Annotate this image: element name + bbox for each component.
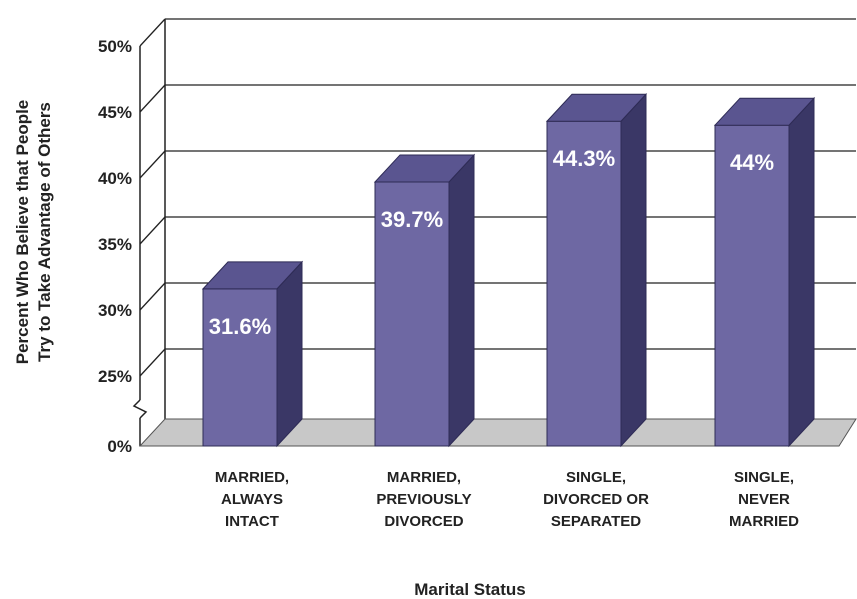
bar-side	[276, 260, 303, 448]
y-axis-label-line-1: Percent Who Believe that People	[13, 100, 32, 365]
category-label: SINGLE, NEVER MARRIED	[729, 469, 799, 530]
data-label: 39.7%	[381, 207, 443, 232]
y-tick-label: 0%	[107, 437, 132, 456]
bar-side	[788, 96, 815, 448]
y-axis-label-line-2: Try to Take Advantage of Others	[35, 102, 54, 362]
y-tick-label: 40%	[98, 169, 132, 188]
gridline-side	[139, 282, 166, 311]
x-axis-label: Marital Status	[414, 580, 525, 599]
y-tick-labels: 0% 25% 30% 35% 40% 45% 50%	[98, 37, 132, 456]
category-label-line: MARRIED	[729, 513, 799, 530]
data-label: 44.3%	[553, 146, 615, 171]
bar-side	[448, 153, 475, 448]
bar-side	[620, 92, 647, 448]
gridline-side	[139, 150, 166, 179]
gridline-side	[139, 84, 166, 113]
bar	[202, 288, 278, 447]
category-label-line: INTACT	[225, 513, 279, 530]
data-label: 31.6%	[209, 314, 271, 339]
category-label-line: SEPARATED	[551, 513, 641, 530]
category-label-line: DIVORCED	[384, 513, 463, 530]
bar	[546, 120, 622, 447]
y-tick-label: 45%	[98, 103, 132, 122]
gridline-side	[139, 348, 166, 377]
category-label-line: SINGLE,	[734, 469, 794, 486]
gridline-side	[139, 18, 166, 47]
category-label-line: MARRIED,	[387, 469, 461, 486]
category-label-line: PREVIOUSLY	[376, 491, 471, 508]
category-label-line: SINGLE,	[566, 469, 626, 486]
category-label: SINGLE, DIVORCED OR SEPARATED	[543, 469, 649, 530]
category-label-line: NEVER	[738, 491, 790, 508]
y-tick-label: 50%	[98, 37, 132, 56]
category-label: MARRIED, ALWAYS INTACT	[215, 469, 289, 530]
bar-top	[201, 261, 304, 290]
bars: 31.6% 39.7% 44.3% 44%	[201, 92, 816, 448]
bar-top	[545, 93, 648, 122]
category-label-line: MARRIED,	[215, 469, 289, 486]
y-tick-label: 30%	[98, 301, 132, 320]
y-tick-label: 25%	[98, 367, 132, 386]
y-tick-label: 35%	[98, 235, 132, 254]
axis-break-mark	[132, 399, 148, 419]
category-label: MARRIED, PREVIOUSLY DIVORCED	[376, 469, 471, 530]
bar-top	[373, 154, 476, 183]
category-label-line: ALWAYS	[221, 491, 283, 508]
gridline-side	[139, 216, 166, 245]
bar-top	[713, 97, 816, 126]
bar	[374, 181, 450, 447]
data-label: 44%	[730, 150, 774, 175]
category-labels: MARRIED, ALWAYS INTACT MARRIED, PREVIOUSLY DI…	[215, 469, 799, 530]
category-label-line: DIVORCED OR	[543, 491, 649, 508]
